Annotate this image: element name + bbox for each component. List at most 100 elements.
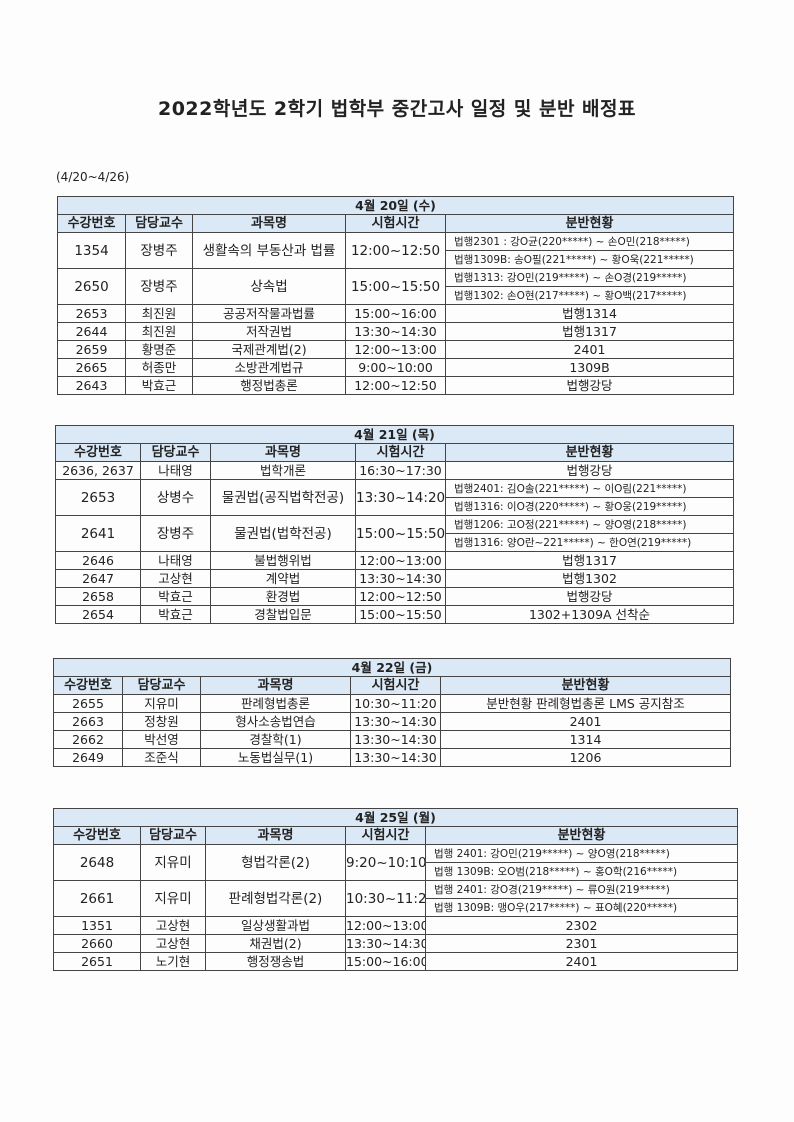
day-date: 4월 22일 (금) [52,658,732,677]
cell-code: 2655 [53,694,123,713]
cell-professor: 조준식 [122,748,201,767]
cell-code: 1354 [57,232,126,269]
cell-professor: 정창원 [122,712,201,731]
table-row: 2659 황명준 국제관계법(2) 12:00~13:00 2401 [57,340,735,359]
cell-time: 12:00~12:50 [345,232,446,269]
cell-course: 법학개론 [210,461,356,480]
cell-section-allocation: 1314 [439,730,732,749]
column-header: 시험시간 [350,676,441,695]
cell-course: 채권법(2) [205,934,346,953]
cell-time: 15:00~16:00 [345,952,426,971]
cell-course: 계약법 [210,569,356,588]
cell-course: 형사소송법연습 [200,712,351,731]
cell-code: 1351 [53,916,141,935]
cell-professor: 장병주 [140,515,211,552]
table-row: 1354 장병주 생활속의 부동산과 법률 12:00~12:50 법행2301 : 강… [57,232,735,269]
day-header-row: 4월 22일 (금) [52,658,732,677]
day-header-row: 4월 21일 (목) [54,425,735,444]
day-header-row: 4월 25일 (월) [52,808,739,827]
cell-time: 9:20~10:10 [345,844,426,881]
cell-code: 2643 [57,376,126,395]
cell-course: 행정쟁송법 [205,952,346,971]
cell-time: 13:30~14:30 [350,748,441,767]
cell-time: 9:00~10:00 [345,358,446,377]
cell-code: 2654 [55,605,141,624]
cell-code: 2660 [53,934,141,953]
cell-section-allocation: 1302+1309A 선착순 [444,605,735,624]
cell-professor: 고상현 [140,934,206,953]
cell-time: 13:30~14:30 [345,322,446,341]
table-row: 2648 지유미 형법각론(2) 9:20~10:10 법행 2401: 강O민(219… [53,844,739,881]
cell-time: 13:30~14:30 [350,730,441,749]
cell-course: 경찰법입문 [210,605,356,624]
table-row: 2651 노기현 행정쟁송법 15:00~16:00 2401 [53,952,739,971]
cell-professor: 허종만 [125,358,193,377]
cell-section-allocation: 법행1317 [444,322,735,341]
table-row: 2654 박효근 경찰법입문 15:00~15:50 1302+1309A 선착순 [55,605,735,624]
cell-course: 국제관계법(2) [192,340,346,359]
table-row: 2663 정창원 형사소송법연습 13:30~14:30 2401 [53,712,732,731]
table-row: 2662 박선영 경찰학(1) 13:30~14:30 1314 [53,730,732,749]
cell-section-allocation: 법행1309B: 송O필(221*****) ~ 황O욱(221*****) [444,250,735,269]
day-header-row: 4월 20일 (수) [56,196,735,215]
cell-code: 2662 [53,730,123,749]
table-row: 2647 고상현 계약법 13:30~14:30 법행1302 [55,569,735,588]
cell-professor: 지유미 [122,694,201,713]
column-header: 분반현황 [444,443,735,462]
cell-code: 2649 [53,748,123,767]
cell-code: 2648 [53,844,141,881]
table-row: 2646 나태영 불법행위법 12:00~13:00 법행1317 [55,551,735,570]
cell-code: 2661 [53,880,141,917]
cell-section-allocation: 법행1316: 이O경(220*****) ~ 황O웅(219*****) [444,497,735,516]
table-row: 2653 최진원 공공저작물과법률 15:00~16:00 법행1314 [57,304,735,323]
cell-time: 15:00~15:50 [355,515,446,552]
cell-time: 16:30~17:30 [355,461,446,480]
cell-code: 2641 [55,515,141,552]
cell-time: 13:30~14:30 [355,569,446,588]
cell-professor: 박효근 [125,376,193,395]
cell-course: 노동법실무(1) [200,748,351,767]
column-header: 담당교수 [125,214,193,233]
cell-section-allocation: 법행강당 [444,461,735,480]
cell-professor: 박선영 [122,730,201,749]
cell-section-allocation: 법행1313: 강O민(219*****) ~ 손O경(219*****) [444,268,735,287]
cell-code: 2647 [55,569,141,588]
cell-course: 판례형법총론 [200,694,351,713]
cell-course: 환경법 [210,587,356,606]
cell-section-allocation: 법행 2401: 강O경(219*****) ~ 류O원(219*****) [424,880,739,899]
table-row: 2658 박효근 환경법 12:00~12:50 법행강당 [55,587,735,606]
cell-section-allocation: 법행강당 [444,376,735,395]
column-header: 수강번호 [55,443,141,462]
cell-section-allocation: 법행 2401: 강O민(219*****) ~ 양O영(218*****) [424,844,739,863]
cell-time: 12:00~12:50 [345,376,446,395]
table-row: 2650 장병주 상속법 15:00~15:50 법행1313: 강O민(219****… [57,268,735,305]
cell-professor: 박효근 [140,587,211,606]
cell-code: 2650 [57,268,126,305]
column-header: 과목명 [200,676,351,695]
table-row: 2649 조준식 노동법실무(1) 13:30~14:30 1206 [53,748,732,767]
table-row: 2660 고상현 채권법(2) 13:30~14:30 2301 [53,934,739,953]
cell-time: 12:00~12:50 [355,587,446,606]
cell-time: 13:30~14:30 [350,712,441,731]
cell-time: 15:00~15:50 [355,605,446,624]
table-row: 2636, 2637 나태영 법학개론 16:30~17:30 법행강당 [55,461,735,480]
cell-section-allocation: 1309B [444,358,735,377]
column-header: 과목명 [205,826,346,845]
cell-section-allocation: 1206 [439,748,732,767]
cell-time: 12:00~13:00 [355,551,446,570]
table-row: 2643 박효근 행정법총론 12:00~12:50 법행강당 [57,376,735,395]
cell-professor: 장병주 [125,268,193,305]
cell-professor: 지유미 [140,844,206,881]
cell-course: 저작권법 [192,322,346,341]
cell-code: 2646 [55,551,141,570]
cell-code: 2665 [57,358,126,377]
cell-section-allocation: 법행1302 [444,569,735,588]
cell-course: 불법행위법 [210,551,356,570]
cell-professor: 노기현 [140,952,206,971]
cell-section-allocation: 2301 [424,934,739,953]
cell-course: 형법각론(2) [205,844,346,881]
cell-course: 물권법(공직법학전공) [210,479,356,516]
cell-time: 13:30~14:20 [355,479,446,516]
